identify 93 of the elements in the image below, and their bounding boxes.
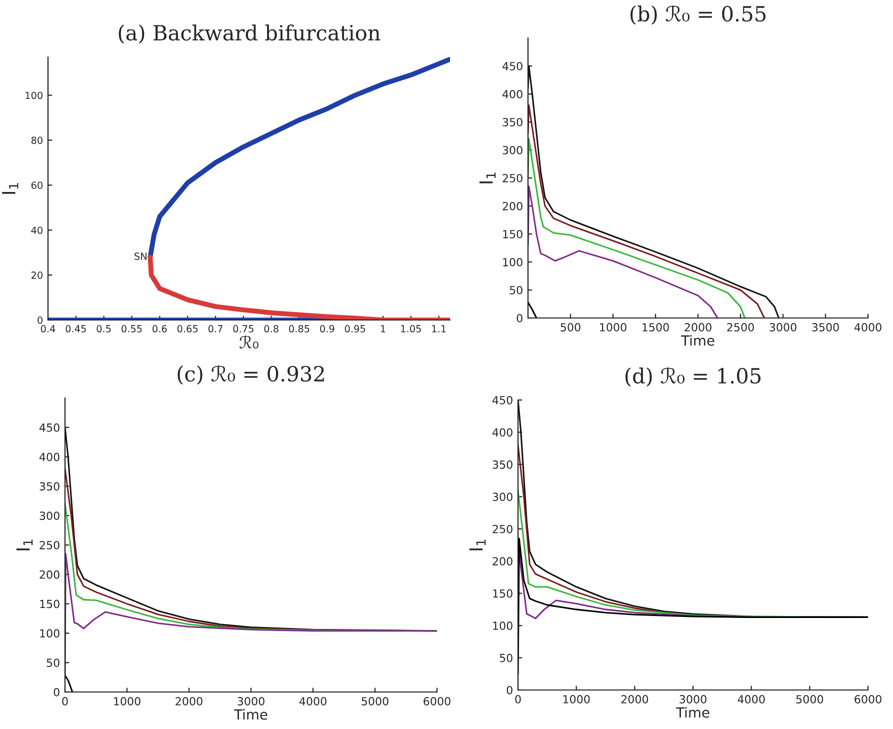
x-tick-label: 2000 <box>621 695 648 704</box>
x-axis-title: ℛ₀ <box>240 335 258 349</box>
x-tick-label: 6000 <box>854 695 882 704</box>
x-tick-label: 1000 <box>563 695 590 704</box>
y-tick-label: 300 <box>502 146 522 154</box>
x-axis-title: Time <box>234 709 268 720</box>
line-series <box>528 138 746 318</box>
y-tick-label: 50 <box>510 286 522 294</box>
y-tick-label: 300 <box>40 512 60 520</box>
y-tick-label: 450 <box>39 423 60 432</box>
x-tick-label: 0.7 <box>208 325 222 332</box>
y-tick-label: 150 <box>503 230 522 238</box>
x-tick-label: 5000 <box>796 695 824 704</box>
chart-title: (d) ℛ₀ = 1.05 <box>626 367 761 387</box>
line-series <box>65 553 437 676</box>
x-tick-label: 2500 <box>727 323 754 332</box>
y-tick-label: 100 <box>26 92 42 100</box>
y-tick-label: 20 <box>31 272 42 279</box>
x-tick-label: 500 <box>560 323 580 332</box>
x-tick-label: 0.45 <box>66 325 86 332</box>
line-series <box>528 104 766 318</box>
x-tick-label: 4000 <box>299 697 326 706</box>
x-tick-label: 0 <box>62 697 68 706</box>
x-tick-label: 0.75 <box>233 325 254 332</box>
line-series <box>518 538 868 675</box>
line-series <box>148 57 450 260</box>
y-tick-label: 150 <box>40 600 60 608</box>
y-tick-label: 0 <box>38 316 42 324</box>
x-tick-label: 0.9 <box>320 325 334 332</box>
y-tick-label: 200 <box>492 557 512 566</box>
chart-title: (c) ℛ₀ = 0.932 <box>178 365 324 385</box>
x-tick-label: 0.95 <box>344 325 366 332</box>
x-tick-label: 2000 <box>684 323 712 332</box>
annotation: SN <box>134 252 146 260</box>
line-series <box>528 186 718 318</box>
y-tick-label: 60 <box>31 182 42 189</box>
y-tick-label: 450 <box>502 62 522 70</box>
y-tick-label: 400 <box>39 452 60 462</box>
y-axis-title: I$_{1}$ <box>2 183 18 194</box>
x-tick-label: 1500 <box>642 323 669 332</box>
y-tick-label: 250 <box>502 174 522 182</box>
x-tick-label: 4000 <box>854 323 882 332</box>
y-tick-label: 50 <box>500 654 512 662</box>
x-axis-title: Time <box>676 707 710 718</box>
line-series <box>148 254 450 320</box>
x-tick-label: 0.65 <box>177 325 198 332</box>
x-tick-label: 3000 <box>770 323 796 332</box>
x-tick-label: 4000 <box>738 695 765 704</box>
y-tick-label: 300 <box>492 492 512 502</box>
x-tick-label: 0.8 <box>264 325 278 332</box>
x-tick-label: 0.55 <box>122 325 142 332</box>
y-tick-label: 100 <box>40 629 60 638</box>
y-tick-label: 0 <box>516 314 522 322</box>
y-tick-label: 350 <box>40 482 60 491</box>
y-tick-label: 80 <box>31 136 42 144</box>
x-tick-label: 0.6 <box>152 325 167 332</box>
x-tick-label: 3500 <box>812 323 839 332</box>
y-tick-label: 350 <box>492 460 512 469</box>
x-tick-label: 1.05 <box>401 325 421 332</box>
chart-title: (a) Backward bifurcation <box>118 24 380 44</box>
line-series <box>528 65 780 318</box>
y-tick-label: 40 <box>31 226 42 234</box>
y-tick-label: 0 <box>506 686 512 694</box>
x-tick-label: 0.5 <box>96 325 111 332</box>
y-tick-label: 450 <box>492 396 512 404</box>
x-tick-label: 5000 <box>362 697 388 706</box>
y-axis-title: I$_{1}$ <box>469 540 486 550</box>
x-tick-label: 6000 <box>424 697 450 706</box>
x-tick-label: 0.85 <box>289 325 310 332</box>
y-tick-label: 200 <box>40 570 60 579</box>
y-tick-label: 150 <box>493 589 512 598</box>
x-tick-label: 1000 <box>114 697 140 706</box>
x-tick-label: 3000 <box>238 697 264 706</box>
x-tick-label: 0.4 <box>40 325 56 332</box>
y-tick-label: 400 <box>502 90 522 98</box>
x-axis-title: Time <box>680 335 714 346</box>
x-tick-label: 1.1 <box>432 325 446 332</box>
y-tick-label: 350 <box>502 118 522 126</box>
y-axis-title: I$_{1}$ <box>479 172 496 184</box>
x-tick-label: 3000 <box>680 695 706 704</box>
x-tick-label: 1000 <box>600 323 626 332</box>
x-tick-label: 2000 <box>176 697 202 706</box>
y-axis-title: I$_{1}$ <box>16 540 33 550</box>
y-tick-label: 250 <box>40 540 60 550</box>
y-tick-label: 50 <box>46 658 60 667</box>
y-tick-label: 0 <box>54 688 60 696</box>
y-tick-label: 400 <box>492 428 512 437</box>
x-tick-label: 1 <box>380 325 386 332</box>
y-tick-label: 250 <box>492 524 512 534</box>
chart-title: (b) ℛ₀ = 0.55 <box>630 5 766 25</box>
y-tick-label: 100 <box>493 622 512 630</box>
y-tick-label: 100 <box>503 258 522 266</box>
y-tick-label: 200 <box>502 202 522 210</box>
